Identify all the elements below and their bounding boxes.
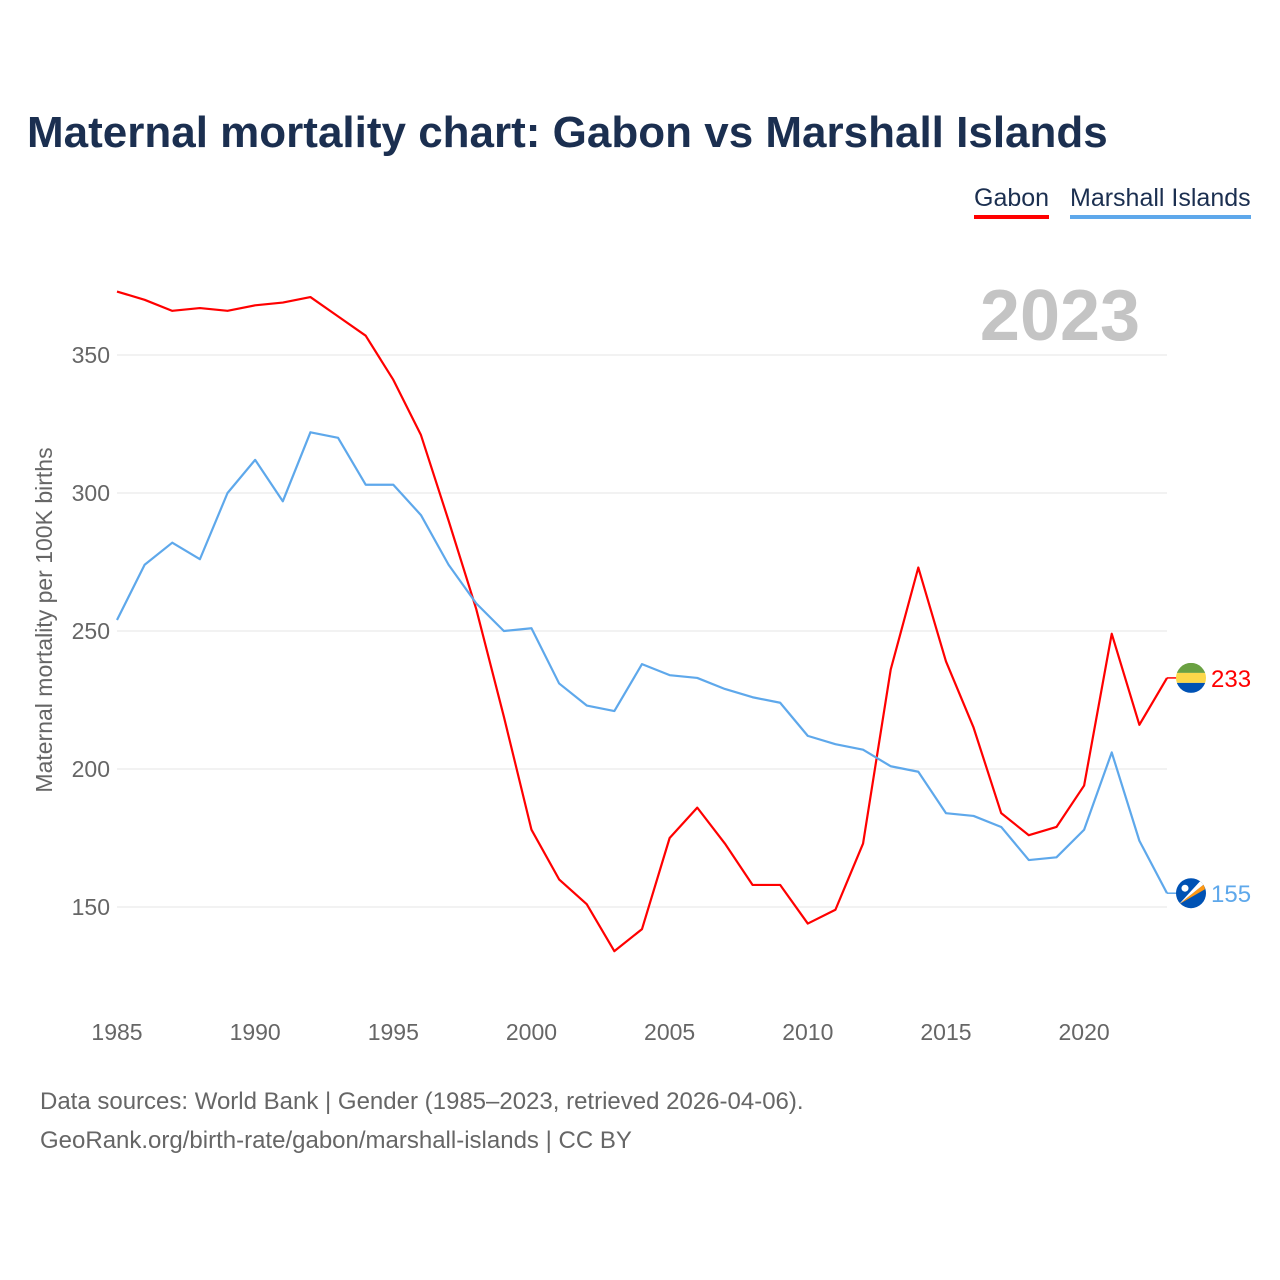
x-tick-label: 1990: [230, 1019, 281, 1045]
y-tick-label: 250: [72, 618, 110, 644]
x-tick-label: 1985: [91, 1019, 142, 1045]
x-tick-label: 1995: [368, 1019, 419, 1045]
x-tick-label: 2010: [782, 1019, 833, 1045]
y-tick-label: 300: [72, 480, 110, 506]
footer-sources: Data sources: World Bank | Gender (1985–…: [40, 1088, 804, 1115]
series-line-gabon: [116, 290, 1168, 953]
legend-marshall-islands[interactable]: Marshall Islands: [1070, 184, 1251, 219]
x-tick-label: 2000: [506, 1019, 557, 1045]
end-value-label: 233: [1211, 666, 1251, 693]
footer-link[interactable]: GeoRank.org/birth-rate/gabon/marshall-is…: [40, 1127, 632, 1154]
y-axis-label: Maternal mortality per 100K births: [31, 447, 57, 792]
marshall-islands-flag-icon: [1176, 878, 1206, 909]
x-tick-label: 2015: [920, 1019, 971, 1045]
gabon-flag-icon: [1176, 662, 1206, 693]
y-tick-label: 150: [72, 894, 110, 920]
x-tick-label: 2020: [1059, 1019, 1110, 1045]
x-tick-label: 2005: [644, 1019, 695, 1045]
legend-gabon[interactable]: Gabon: [974, 184, 1050, 219]
series-line-marshall-islands: [116, 431, 1168, 894]
end-value-label: 155: [1211, 881, 1251, 908]
y-tick-label: 350: [72, 342, 110, 368]
year-label: 2023: [980, 276, 1140, 356]
y-tick-label: 200: [72, 756, 110, 782]
chart-title: Maternal mortality chart: Gabon vs Marsh…: [27, 108, 1108, 157]
